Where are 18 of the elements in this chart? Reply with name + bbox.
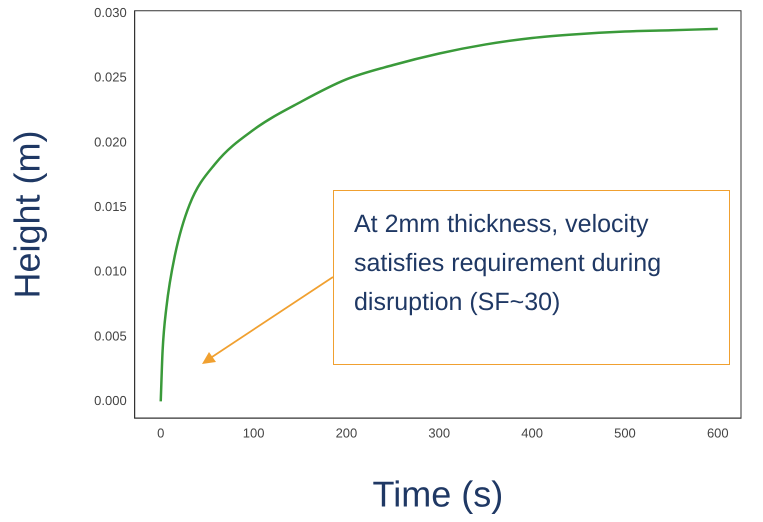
y-tick-label: 0.005 [94, 328, 127, 344]
x-tick-label: 0 [157, 426, 164, 441]
x-tick-label: 300 [428, 426, 450, 441]
x-tick-label: 500 [614, 426, 636, 441]
y-tick-label: 0.000 [94, 392, 127, 408]
x-tick-label: 100 [242, 426, 264, 441]
y-axis-title: Height (m) [6, 130, 48, 299]
x-tick-label: 200 [336, 426, 358, 441]
y-tick-label: 0.020 [94, 134, 127, 150]
x-tick-label: 400 [521, 426, 543, 441]
line-series [159, 28, 720, 403]
y-tick-label: 0.010 [94, 264, 127, 279]
y-tick-label: 0.025 [94, 70, 127, 85]
y-tick-label: 0.030 [94, 4, 127, 20]
y-tick-label: 0.015 [94, 198, 127, 214]
x-axis-title: Time (s) [372, 473, 504, 514]
x-tick-label: 600 [706, 426, 729, 441]
note-box: At 2mm thickness, velocity satisfies requirement during disruption (SF~30) [333, 190, 730, 365]
